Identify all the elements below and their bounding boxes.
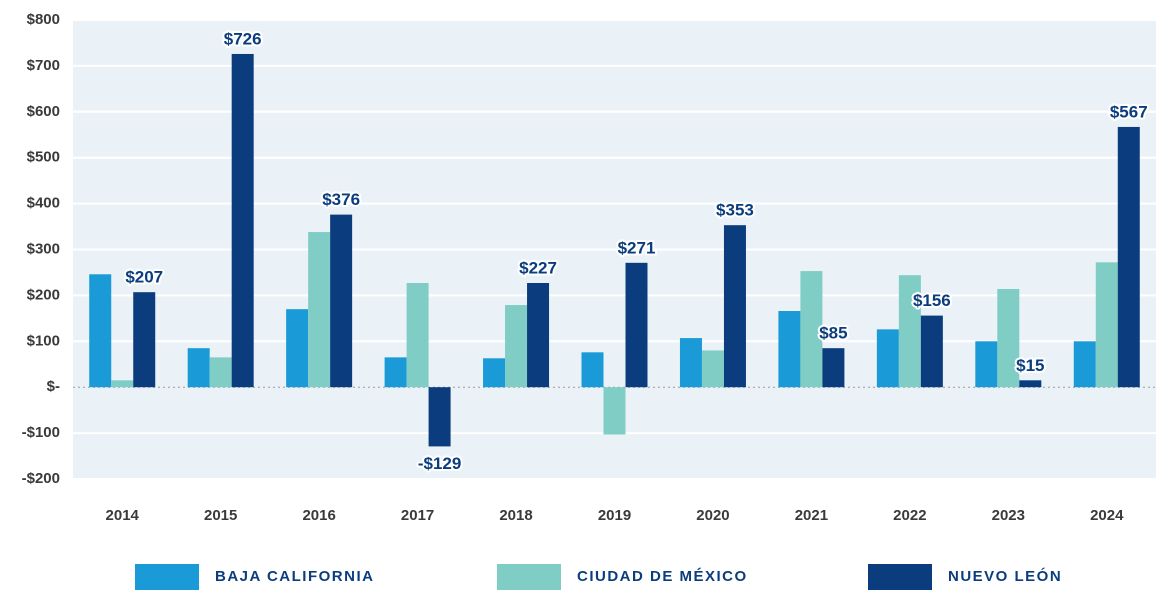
y-tick-label: $200 bbox=[27, 286, 60, 303]
bar bbox=[603, 387, 626, 435]
y-tick-label: $- bbox=[47, 378, 60, 395]
bar bbox=[822, 348, 845, 388]
y-tick-label: -$200 bbox=[22, 470, 60, 487]
bar bbox=[920, 315, 943, 388]
y-tick-label: $500 bbox=[27, 149, 60, 166]
legend-swatch bbox=[135, 564, 199, 590]
x-tick-label: 2019 bbox=[598, 507, 631, 524]
bar bbox=[111, 380, 134, 388]
legend-swatch bbox=[868, 564, 932, 590]
bar bbox=[286, 309, 309, 388]
legend-swatch bbox=[497, 564, 561, 590]
y-tick-label: $600 bbox=[27, 103, 60, 120]
bar bbox=[701, 350, 724, 388]
data-label: $227 bbox=[519, 258, 557, 277]
data-label: $156 bbox=[913, 291, 951, 310]
legend-label: CIUDAD DE MÉXICO bbox=[577, 568, 748, 585]
bar bbox=[581, 352, 604, 388]
bar bbox=[505, 305, 528, 388]
bar bbox=[308, 232, 331, 388]
bar bbox=[679, 338, 702, 388]
bar bbox=[428, 387, 451, 447]
x-tick-label: 2017 bbox=[401, 507, 434, 524]
bar bbox=[800, 271, 823, 388]
data-label: $85 bbox=[819, 324, 847, 343]
y-tick-label: $400 bbox=[27, 195, 60, 212]
bar bbox=[1073, 341, 1096, 388]
x-tick-label: 2018 bbox=[499, 507, 532, 524]
bar bbox=[209, 357, 232, 388]
x-tick-label: 2024 bbox=[1090, 507, 1124, 524]
y-tick-label: $800 bbox=[27, 11, 60, 28]
data-label: $207 bbox=[125, 268, 163, 287]
bar bbox=[133, 292, 156, 388]
x-tick-label: 2015 bbox=[204, 507, 237, 524]
bar bbox=[231, 53, 254, 388]
bar bbox=[625, 262, 648, 388]
bar bbox=[384, 357, 407, 388]
y-tick-label: $300 bbox=[27, 240, 60, 257]
legend-label: NUEVO LEÓN bbox=[948, 567, 1062, 585]
data-label: $271 bbox=[618, 238, 656, 257]
bar bbox=[527, 283, 550, 388]
x-tick-label: 2014 bbox=[106, 507, 140, 524]
bar bbox=[483, 358, 506, 388]
data-label: $376 bbox=[322, 190, 360, 209]
bar bbox=[778, 311, 801, 388]
bar bbox=[723, 225, 746, 388]
bar bbox=[89, 274, 112, 388]
bar bbox=[406, 283, 429, 388]
data-label: $15 bbox=[1016, 356, 1044, 375]
bar bbox=[1117, 126, 1140, 388]
data-label: -$129 bbox=[418, 454, 461, 473]
bar bbox=[876, 329, 899, 388]
y-tick-label: $100 bbox=[27, 332, 60, 349]
x-tick-label: 2016 bbox=[302, 507, 335, 524]
bar bbox=[1019, 380, 1042, 388]
x-tick-label: 2021 bbox=[795, 507, 828, 524]
bar bbox=[898, 275, 921, 388]
legend-label: BAJA CALIFORNIA bbox=[215, 568, 374, 585]
y-tick-label: -$100 bbox=[22, 424, 60, 441]
data-label: $567 bbox=[1110, 102, 1148, 121]
data-label: $353 bbox=[716, 201, 754, 220]
data-label: $726 bbox=[224, 29, 262, 48]
bar bbox=[997, 288, 1020, 388]
bar bbox=[975, 341, 998, 388]
bar bbox=[330, 214, 353, 388]
x-tick-label: 2023 bbox=[992, 507, 1025, 524]
y-tick-label: $700 bbox=[27, 57, 60, 74]
bar bbox=[187, 348, 210, 388]
x-tick-label: 2020 bbox=[696, 507, 729, 524]
x-tick-label: 2022 bbox=[893, 507, 926, 524]
bar bbox=[1095, 262, 1118, 388]
